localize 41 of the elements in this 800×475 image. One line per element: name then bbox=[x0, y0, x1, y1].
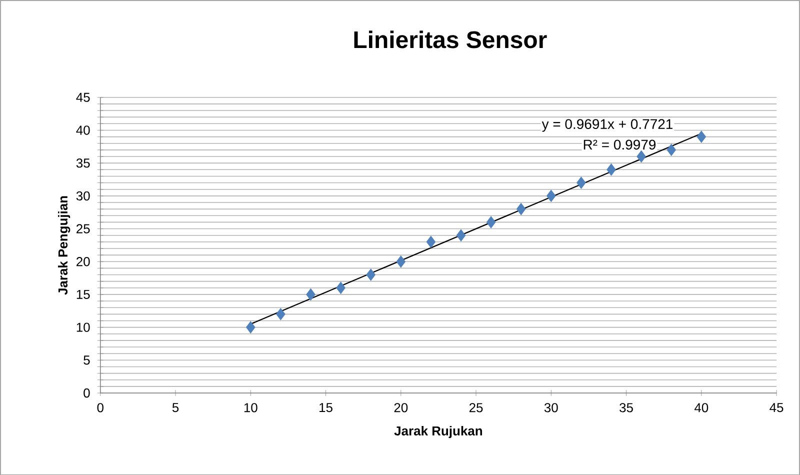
y-tick-label: 40 bbox=[76, 125, 90, 135]
point bbox=[246, 321, 256, 334]
point bbox=[276, 308, 286, 320]
point bbox=[636, 150, 646, 162]
point bbox=[366, 268, 376, 281]
x-tick-label: 10 bbox=[244, 402, 258, 412]
x-tick-label: 35 bbox=[620, 402, 633, 412]
point bbox=[696, 130, 706, 143]
x-tick-label: 45 bbox=[770, 402, 784, 412]
y-tick-label: 25 bbox=[76, 224, 90, 234]
y-tick-label: 20 bbox=[76, 256, 90, 266]
point bbox=[426, 236, 436, 248]
point bbox=[516, 202, 526, 215]
y-axis-title: Jarak Pengujian bbox=[58, 196, 70, 295]
x-tick-label: 40 bbox=[694, 402, 708, 412]
y-tick-label: 15 bbox=[76, 290, 90, 299]
point bbox=[576, 176, 586, 189]
x-axis-title: Jarak Rujukan bbox=[394, 426, 482, 438]
annotation: y = 0.9691x + 0.7721 bbox=[542, 118, 672, 132]
point bbox=[396, 255, 406, 268]
point bbox=[546, 190, 556, 202]
x-tick-label: 15 bbox=[320, 402, 332, 412]
chart-title: Linieritas Sensor bbox=[354, 30, 547, 48]
y-tick-label: 35 bbox=[76, 158, 90, 168]
annotation: R² = 0.9979 bbox=[584, 140, 656, 150]
x-tick-label: 25 bbox=[469, 402, 483, 412]
y-tick-label: 10 bbox=[76, 322, 90, 332]
point bbox=[336, 282, 346, 294]
y-tick-label: 5 bbox=[84, 355, 90, 364]
y-tick-label: 45 bbox=[76, 92, 90, 102]
point bbox=[456, 229, 466, 242]
point bbox=[306, 288, 316, 300]
y-tick-label: 30 bbox=[76, 191, 90, 200]
point bbox=[486, 216, 496, 228]
y-tick-label: 0 bbox=[84, 388, 90, 398]
x-tick-label: 30 bbox=[544, 402, 558, 412]
x-tick-label: 20 bbox=[394, 402, 408, 412]
x-tick-label: 0 bbox=[97, 402, 104, 412]
point bbox=[666, 144, 676, 156]
point bbox=[606, 163, 616, 176]
x-tick-label: 5 bbox=[172, 402, 179, 412]
